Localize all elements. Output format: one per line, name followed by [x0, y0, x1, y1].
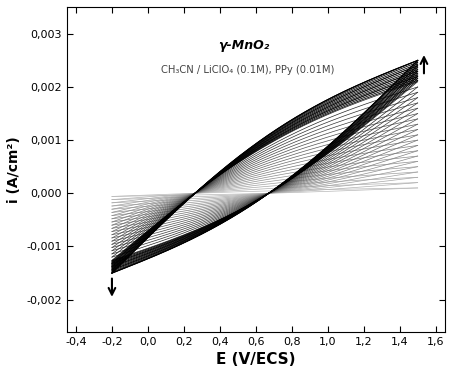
Text: γ-MnO₂: γ-MnO₂ [217, 39, 269, 52]
Text: CH₃CN / LiClO₄ (0.1M), PPy (0.01M): CH₃CN / LiClO₄ (0.1M), PPy (0.01M) [161, 65, 334, 76]
Y-axis label: i (A/cm²): i (A/cm²) [7, 136, 21, 203]
X-axis label: E (V/ECS): E (V/ECS) [216, 352, 295, 367]
